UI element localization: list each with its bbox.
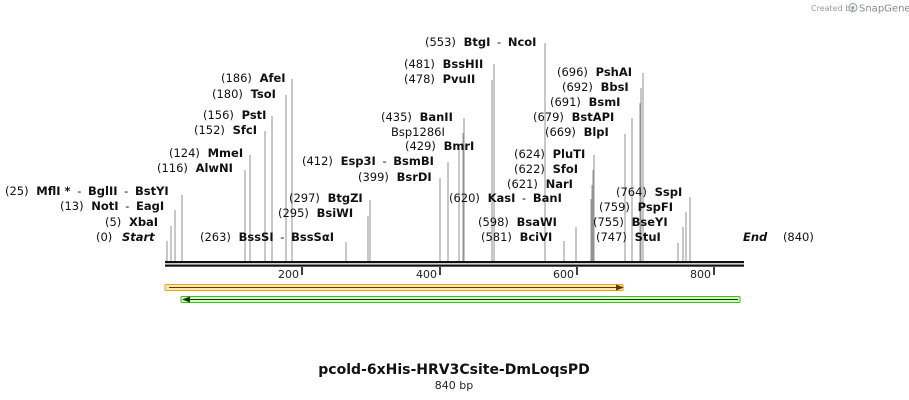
arrow-left-icon	[182, 296, 190, 303]
site-label-pluti[interactable]: (624) PluTI	[514, 147, 585, 161]
site-label-bsrdi[interactable]: (399) BsrDI	[358, 170, 432, 184]
site-label-mmei[interactable]: (124) MmeI	[169, 146, 243, 160]
site-label-end[interactable]: End (840)	[743, 230, 814, 244]
site-label-esp3i[interactable]: (412) Esp3I - BsmBI	[302, 154, 434, 168]
tick-400: 400	[416, 267, 441, 281]
site-label-banii[interactable]: (435) BanII	[381, 110, 453, 124]
backbone	[165, 261, 744, 267]
site-label-noti[interactable]: (13) NotI - EagI	[60, 199, 164, 213]
tick-800: 800	[690, 267, 715, 281]
site-label-afei[interactable]: (186) AfeI	[221, 71, 286, 85]
site-label-bbsi[interactable]: (692) BbsI	[562, 80, 629, 94]
backbone-bottom-strand	[165, 264, 744, 267]
site-label-xbai[interactable]: (5) XbaI	[105, 215, 158, 229]
start-label: Start	[122, 230, 155, 244]
site-label-tsoi[interactable]: (180) TsoI	[212, 87, 276, 101]
site-label-kasi[interactable]: (620) KasI - BanI	[449, 191, 562, 205]
site-label-alwni[interactable]: (116) AlwNI	[157, 161, 233, 175]
tick-label-800: 800	[690, 268, 711, 281]
site-label-bsshii[interactable]: (481) BssHII	[404, 57, 483, 71]
site-label-bsssi[interactable]: (263) BssSI - BssSαI	[200, 230, 334, 244]
tick-200: 200	[278, 267, 303, 281]
site-label-sfci[interactable]: (152) SfcI	[194, 123, 257, 137]
site-label-pvuii[interactable]: (478) PvuII	[404, 72, 475, 86]
tick-label-600: 600	[553, 268, 574, 281]
site-label-pspfi[interactable]: (759) PspFI	[599, 200, 673, 214]
site-label-bmri[interactable]: (429) BmrI	[405, 139, 474, 153]
tick-label-200: 200	[278, 268, 299, 281]
site-label-bstapi[interactable]: (679) BstAPI	[533, 110, 614, 124]
site-label-sfoi[interactable]: (622) SfoI	[514, 162, 578, 176]
ruler: 200 400 600 800	[278, 267, 715, 281]
leader-lines	[166, 43, 691, 261]
site-label-btgi[interactable]: (553) BtgI - NcoI	[425, 35, 536, 49]
site-label-bsawi[interactable]: (598) BsaWI	[478, 215, 557, 229]
end-pos: (840)	[783, 230, 814, 244]
site-label-bsiwi[interactable]: (295) BsiWI	[278, 206, 353, 220]
site-label-psti[interactable]: (156) PstI	[203, 108, 266, 122]
site-label-start[interactable]: (0) Start	[96, 230, 155, 244]
arrow-right-icon	[616, 284, 624, 291]
end-label: End	[743, 230, 768, 244]
site-label-bseyi[interactable]: (755) BseYI	[593, 215, 668, 229]
site-label-blpi[interactable]: (669) BlpI	[545, 125, 609, 139]
site-label-btgzi[interactable]: (297) BtgZI	[289, 191, 363, 205]
backbone-top-strand	[165, 261, 744, 264]
feature-orange[interactable]	[164, 284, 624, 291]
site-label-stui[interactable]: (747) StuI	[596, 230, 661, 244]
site-label-mfli[interactable]: (25) MflI * - BglII - BstYI	[5, 184, 169, 198]
credit-brand: SnapGene	[859, 4, 909, 15]
site-label-bsp1286i[interactable]: Bsp1286I	[391, 125, 445, 139]
site-label-pshai[interactable]: (696) PshAI	[557, 65, 632, 79]
map-title: pcold-6xHis-HRV3Csite-DmLoqsPD	[318, 362, 589, 378]
site-label-sspi[interactable]: (764) SspI	[616, 185, 682, 199]
tick-600: 600	[553, 267, 578, 281]
start-pos: (0)	[96, 230, 112, 244]
tick-label-400: 400	[416, 268, 437, 281]
credit-text: Created by	[811, 4, 855, 13]
map-subtitle: 840 bp	[435, 379, 473, 392]
site-labels: (0) Start (5) XbaI (13) NotI - EagI (25)…	[5, 35, 814, 244]
snapgene-credit: Created by SnapGene	[811, 2, 909, 15]
feature-green[interactable]	[180, 296, 741, 303]
snapgene-logo-icon	[848, 2, 858, 13]
site-label-bcivi[interactable]: (581) BciVI	[481, 230, 552, 244]
site-label-bsmi[interactable]: (691) BsmI	[550, 95, 620, 109]
site-label-nari[interactable]: (621) NarI	[507, 177, 573, 191]
